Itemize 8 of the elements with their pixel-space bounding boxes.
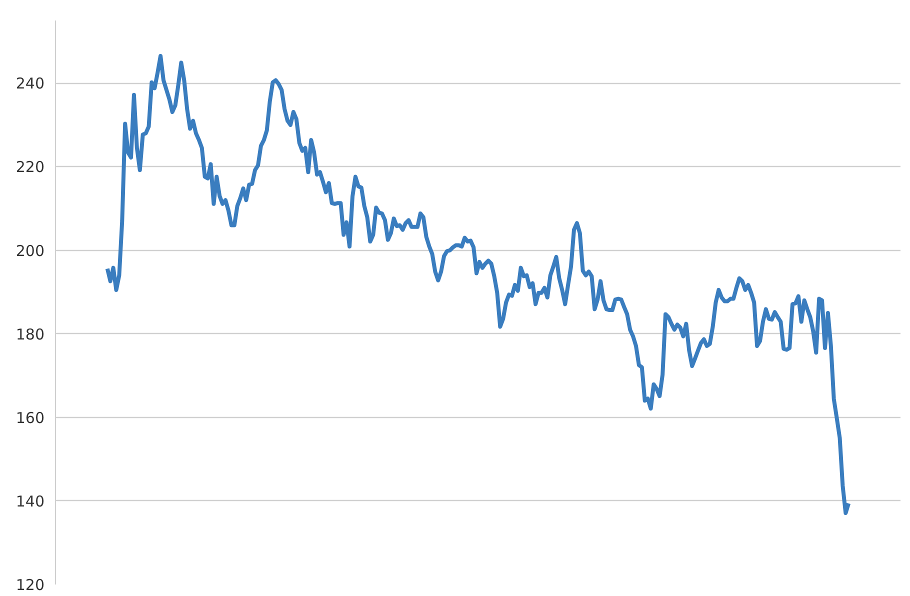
- y-tick-label: 200: [16, 242, 45, 260]
- line-series: [105, 54, 851, 516]
- y-tick-label: 160: [16, 408, 45, 427]
- y-tick-label: 140: [16, 492, 45, 510]
- y-tick-label: 240: [16, 74, 45, 93]
- y-tick-label: 180: [16, 325, 45, 344]
- y-tick-label: 120: [16, 576, 45, 594]
- y-tick-label: 220: [16, 158, 45, 176]
